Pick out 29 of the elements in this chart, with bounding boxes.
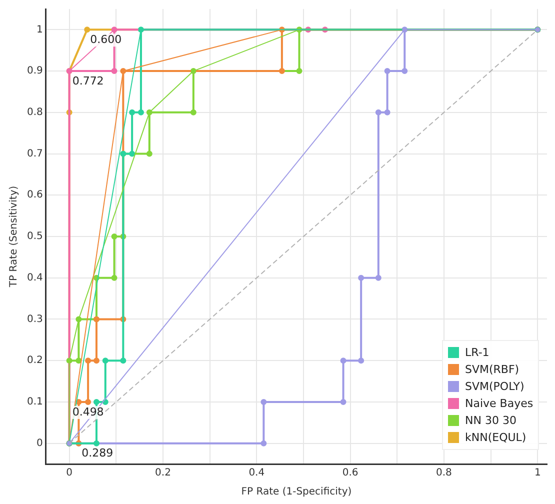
y-tick-label: 0.6 <box>26 190 43 201</box>
x-axis-title: FP Rate (1-Specificity) <box>241 486 352 498</box>
y-tick-label: 1 <box>36 24 43 36</box>
x-tick-label: 1 <box>534 468 541 479</box>
annotation: 0.600 <box>90 33 122 46</box>
annotation: 0.289 <box>82 446 114 460</box>
x-tick-label: 0.2 <box>155 468 171 479</box>
y-tick-label: 0.8 <box>26 107 43 118</box>
y-tick-label: 0.5 <box>26 231 43 242</box>
legend-label: LR-1 <box>465 346 490 359</box>
legend-label: kNN(EQUL) <box>465 431 526 444</box>
x-tick-label: 0 <box>66 468 73 479</box>
x-tick-label: 0.6 <box>342 468 358 479</box>
y-tick-label: 0.3 <box>26 314 43 325</box>
y-tick-label: 0.7 <box>26 148 43 160</box>
x-tick-label: 0.4 <box>248 468 265 479</box>
legend-label: SVM(RBF) <box>465 363 520 376</box>
y-tick-label: 0.1 <box>26 396 43 408</box>
y-tick-label: 0 <box>36 438 43 449</box>
x-tick-label: 0.8 <box>436 468 452 479</box>
y-axis-title: TP Rate (Sensitivity) <box>8 186 20 288</box>
y-tick-label: 0.9 <box>26 66 43 77</box>
legend-label: Naive Bayes <box>465 397 534 410</box>
legend-label: SVM(POLY) <box>465 380 524 393</box>
y-tick-label: 0.2 <box>26 355 43 366</box>
annotation: 0.498 <box>72 405 104 418</box>
annotation: 0.772 <box>72 74 104 88</box>
legend-label: NN 30 30 <box>465 414 516 427</box>
y-tick-label: 0.4 <box>26 272 43 284</box>
